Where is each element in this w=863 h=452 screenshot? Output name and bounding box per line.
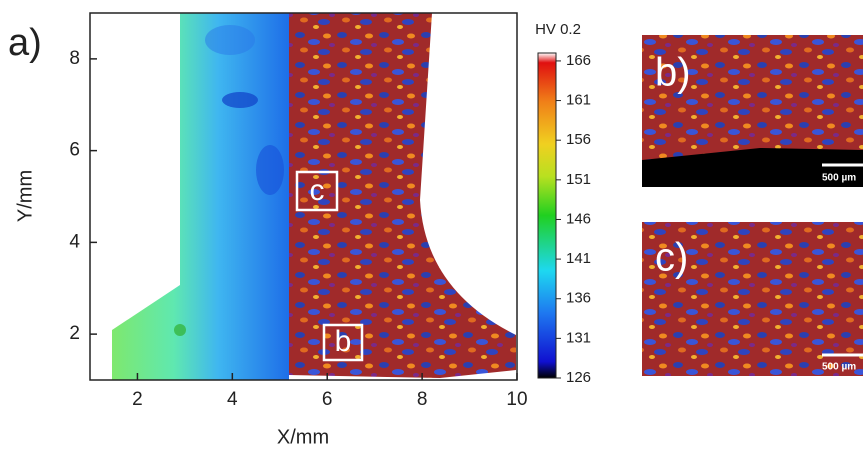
hardness-blob bbox=[205, 25, 255, 55]
inset-b: b) 500 µm bbox=[642, 35, 863, 187]
colorbar-tick-label: 166 bbox=[566, 52, 591, 69]
hardness-blob bbox=[222, 92, 258, 108]
x-tick-label: 8 bbox=[417, 389, 428, 410]
y-tick-label: 8 bbox=[69, 48, 80, 69]
region-label: c bbox=[310, 174, 325, 207]
colorbar-tick-label: 131 bbox=[566, 329, 591, 346]
y-axis-label: Y/mm bbox=[14, 170, 36, 222]
x-tick-label: 6 bbox=[322, 389, 333, 410]
colorbar-tick-label: 161 bbox=[566, 92, 591, 109]
inset-image bbox=[642, 222, 863, 376]
x-axis-label: X/mm bbox=[277, 426, 329, 448]
y-tick-label: 4 bbox=[69, 231, 80, 252]
x-tick-label: 10 bbox=[506, 389, 527, 410]
region-box bbox=[295, 170, 339, 212]
x-tick-label: 4 bbox=[227, 389, 238, 410]
colorbar bbox=[537, 52, 557, 379]
hardness-map bbox=[112, 13, 289, 380]
plot-frame bbox=[89, 12, 518, 381]
inset-substrate bbox=[642, 148, 863, 187]
region-label: b bbox=[335, 325, 352, 358]
scale-bar-label: 500 µm bbox=[822, 362, 856, 373]
hardness-blob bbox=[256, 145, 284, 195]
colorbar-tick-label: 156 bbox=[566, 131, 591, 148]
panel-label: a) bbox=[8, 22, 42, 64]
colorbar-tick-label: 146 bbox=[566, 210, 591, 227]
inset-label: c) bbox=[655, 236, 688, 280]
hardness-blob bbox=[174, 324, 186, 336]
x-tick-label: 2 bbox=[132, 389, 143, 410]
inset-label: b) bbox=[655, 51, 691, 95]
y-tick-label: 6 bbox=[69, 140, 80, 161]
colorbar-tick-label: 151 bbox=[566, 171, 591, 188]
colorbar-tick-label: 141 bbox=[566, 250, 591, 267]
region-box bbox=[322, 323, 364, 362]
colorbar-tick-label: 126 bbox=[566, 369, 591, 386]
colorbar-label: HV 0.2 bbox=[535, 21, 581, 38]
scale-bar-label: 500 µm bbox=[822, 173, 856, 184]
map bbox=[112, 13, 516, 380]
inset-c: c) 500 µm bbox=[642, 222, 863, 376]
ebsd-map bbox=[289, 13, 516, 378]
y-tick-label: 2 bbox=[69, 323, 80, 344]
colorbar-tick-label: 136 bbox=[566, 290, 591, 307]
